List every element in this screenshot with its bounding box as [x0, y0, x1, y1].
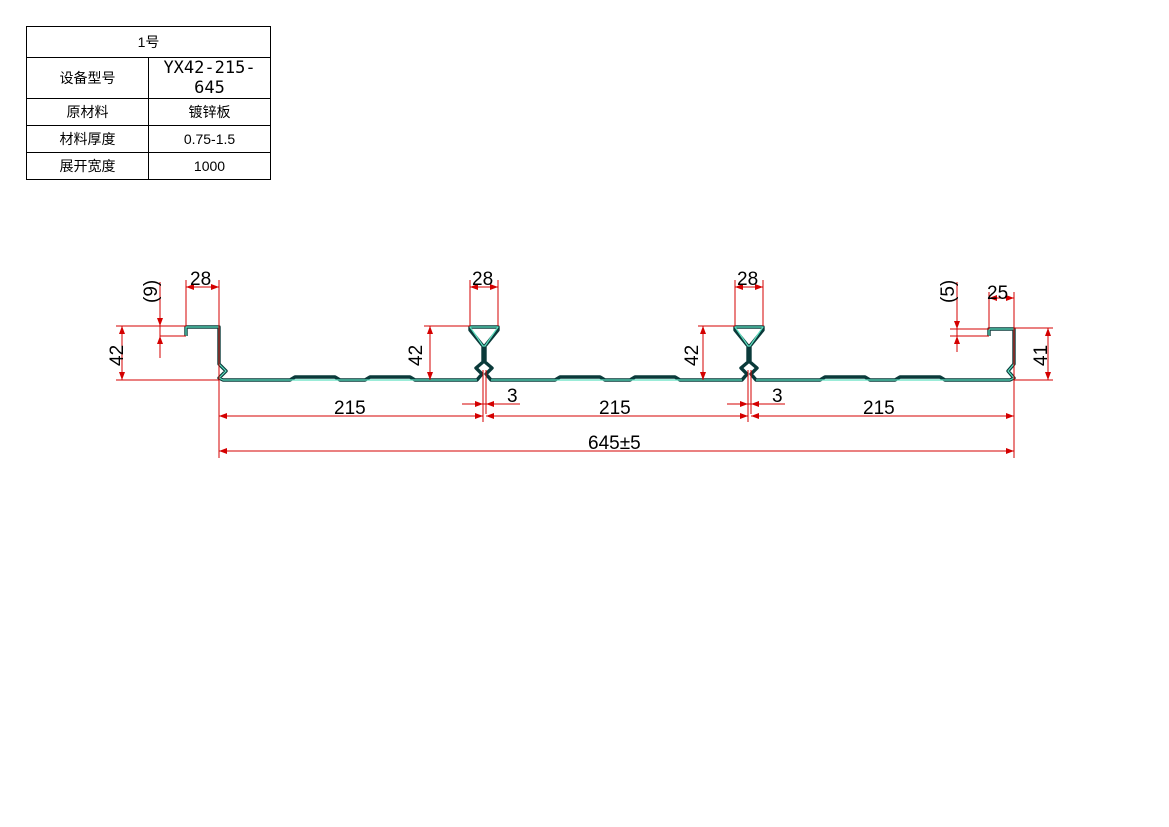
spec-key: 展开宽度: [26, 152, 149, 180]
dimension-lines: [116, 280, 1053, 458]
dim-rib1-height: 42: [406, 345, 427, 366]
spec-row: 设备型号 YX42-215-645: [26, 57, 271, 99]
deck-profile: [184, 325, 1016, 382]
dim-rib1-gap: 3: [507, 386, 518, 407]
dim-rib2-width: 28: [737, 269, 758, 290]
spec-table: 1号 设备型号 YX42-215-645 原材料 镀锌板 材料厚度 0.75-1.5 …: [26, 26, 271, 180]
spec-value: 1000: [148, 152, 271, 180]
dim-rib1-width: 28: [472, 269, 493, 290]
dim-right-hook-depth: (5): [938, 280, 959, 303]
dim-right-height: 41: [1031, 345, 1052, 366]
spec-title: 1号: [26, 26, 271, 58]
dim-pitch-2: 215: [599, 398, 631, 419]
dim-pitch-1: 215: [334, 398, 366, 419]
spec-row: 展开宽度 1000: [26, 152, 271, 180]
dim-right-hook-width: 25: [987, 283, 1008, 304]
spec-row: 原材料 镀锌板: [26, 98, 271, 126]
dim-left-hook-width: 28: [190, 269, 211, 290]
dim-left-hook-depth: (9): [141, 280, 162, 303]
spec-key: 原材料: [26, 98, 149, 126]
dim-rib2-height: 42: [682, 345, 703, 366]
dim-rib2-gap: 3: [772, 386, 783, 407]
spec-value: 0.75-1.5: [148, 125, 271, 153]
spec-row: 材料厚度 0.75-1.5: [26, 125, 271, 153]
dim-left-height: 42: [107, 345, 128, 366]
spec-key: 设备型号: [26, 57, 149, 99]
dim-pitch-3: 215: [863, 398, 895, 419]
dim-total-width: 645±5: [588, 433, 641, 454]
